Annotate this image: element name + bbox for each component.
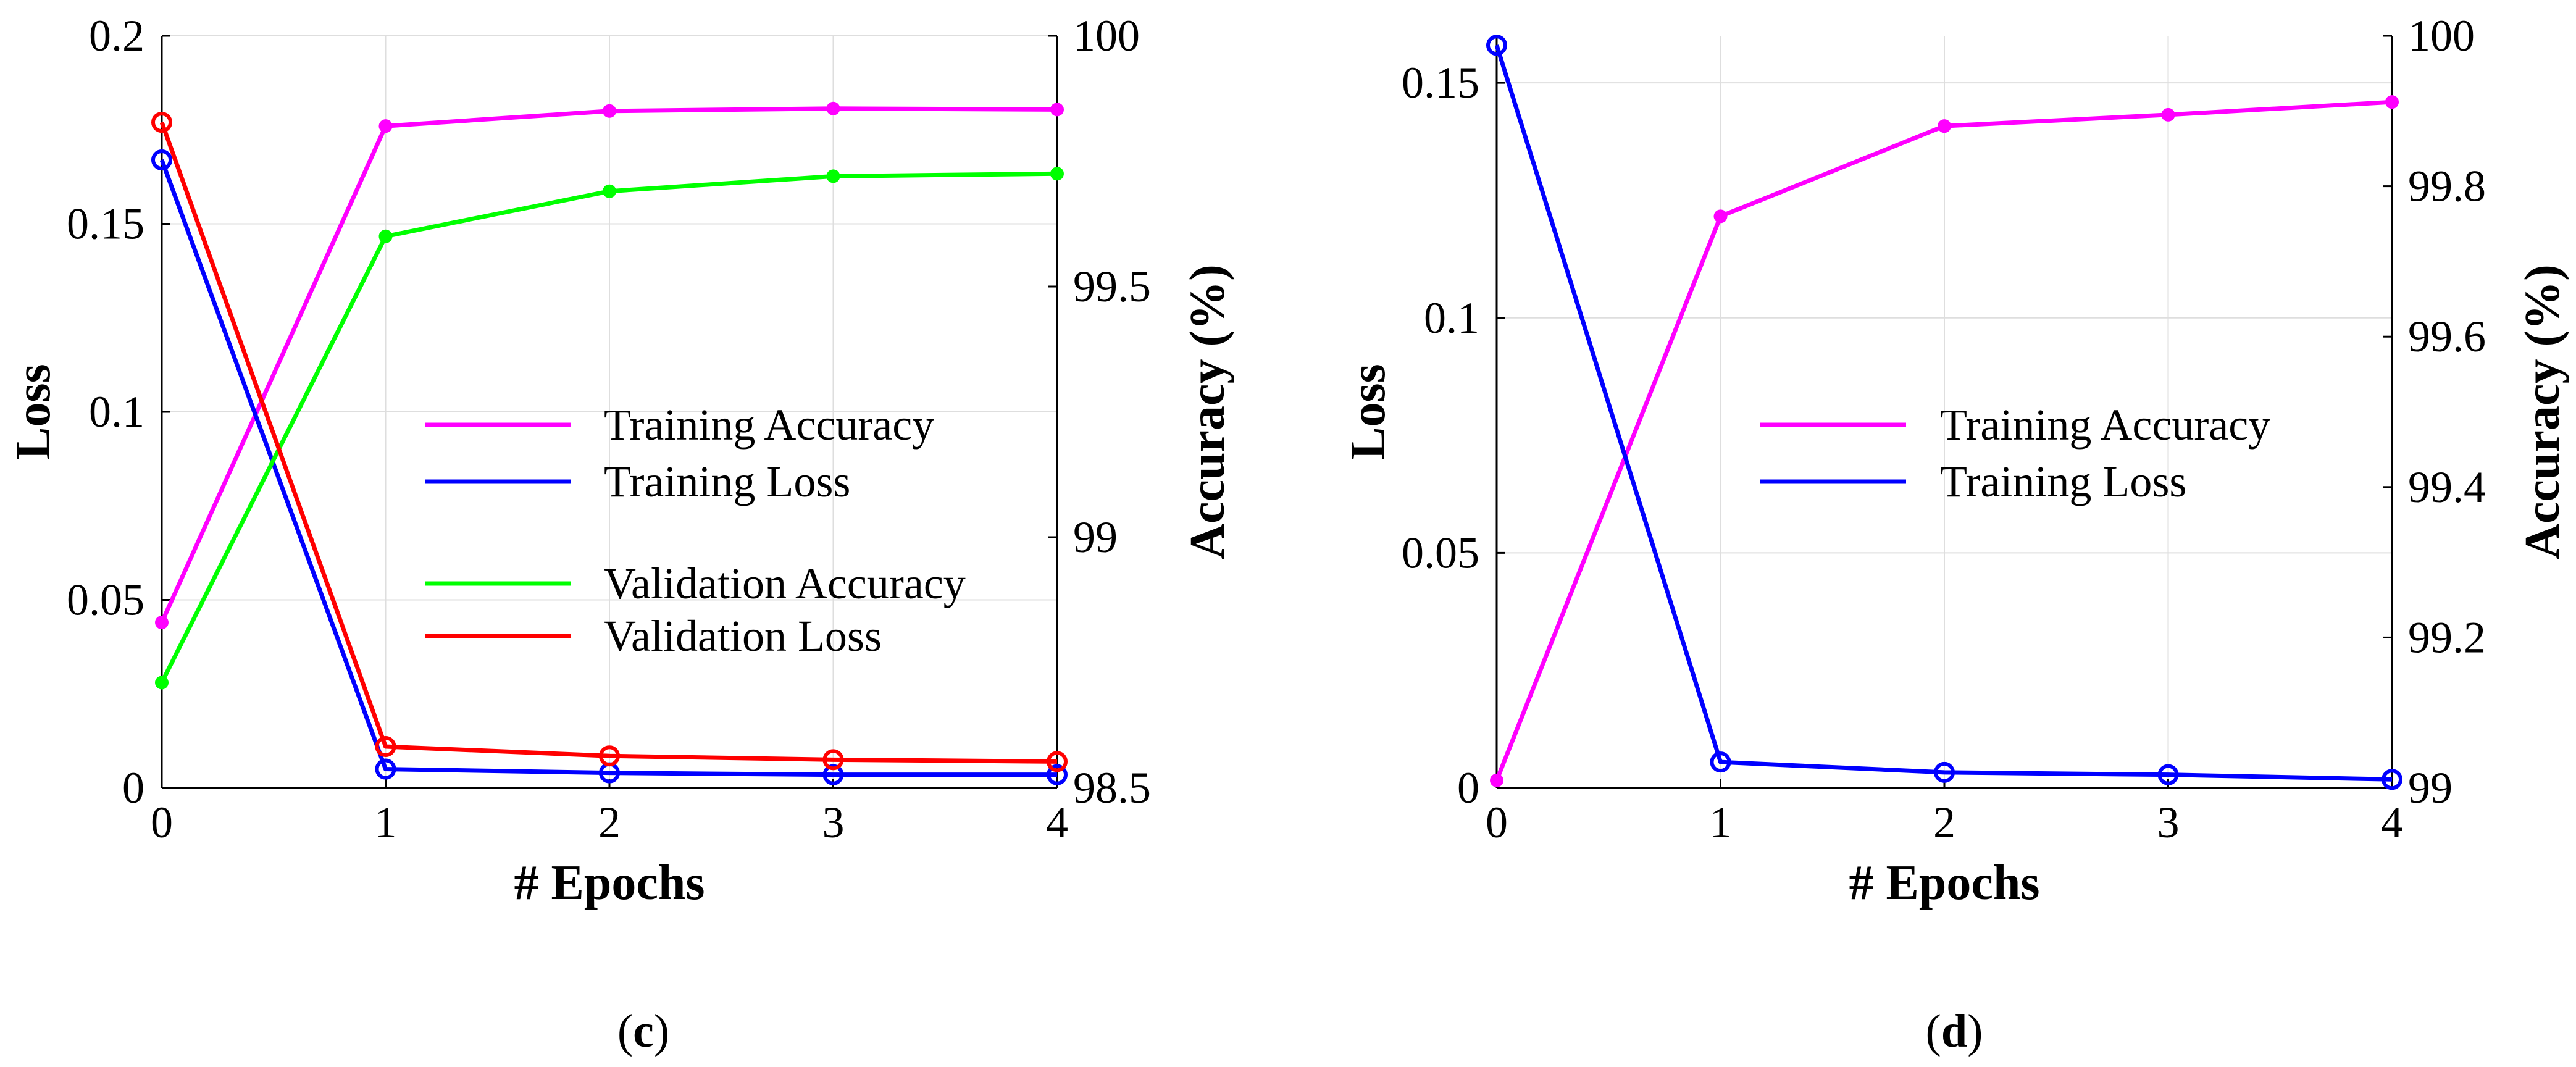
series-validation-accuracy: [155, 167, 1064, 690]
y-right-tick-label: 99.5: [1073, 262, 1151, 311]
y-axis-title-right: Accuracy (%): [2515, 264, 2570, 559]
y-right-tick-label: 99.4: [2408, 462, 2486, 512]
panel-label-letter: d: [1941, 1005, 1967, 1057]
series-line: [159, 121, 1058, 764]
x-tick-label: 0: [151, 798, 173, 847]
series-line: [159, 159, 1057, 777]
data-point: [1490, 773, 1503, 787]
x-tick-label: 1: [375, 798, 397, 847]
y-axis-title-left: Loss: [6, 364, 61, 460]
data-point: [1047, 751, 1068, 772]
y-left-tick-label: 0: [122, 763, 144, 813]
legend-label: Validation Loss: [604, 611, 882, 661]
y-left-tick-label: 0.05: [67, 575, 144, 625]
y-left-tick-label: 0.2: [89, 11, 144, 61]
panel-label-letter: c: [633, 1005, 654, 1057]
data-point: [378, 229, 393, 243]
x-tick-label: 2: [598, 798, 621, 847]
series-training-accuracy: [1490, 95, 2399, 787]
x-tick-label: 0: [1486, 798, 1508, 847]
y-axis-title-right: Accuracy (%): [1181, 264, 1235, 559]
y-right-tick-label: 98.5: [1073, 763, 1151, 813]
data-point: [1047, 764, 1068, 785]
data-point: [603, 104, 616, 118]
x-tick-label: 3: [2157, 798, 2180, 847]
chart-panel-d: 0 1 2 3 4 0 0.05 0.1 0.15 99 99.2 99.4 99.6 99.8 100 # …: [1341, 11, 2570, 1057]
panel-label-close: ): [1967, 1005, 1983, 1057]
y-right-tick-label: 99: [1073, 513, 1118, 562]
data-point: [155, 676, 169, 690]
legend-label: Training Loss: [1940, 457, 2186, 506]
data-point: [2382, 769, 2402, 790]
x-axis-title: # Epochs: [514, 856, 705, 910]
panel-label-open: (: [1926, 1005, 1941, 1057]
legend-label: Training Accuracy: [604, 400, 934, 450]
data-point: [826, 101, 840, 115]
series-line: [1494, 44, 2393, 782]
data-point: [2157, 764, 2179, 785]
y-right-tick-label: 100: [2408, 11, 2475, 61]
legend: Training Accuracy Training Loss Validation…: [425, 400, 966, 661]
data-point: [1710, 751, 1731, 773]
legend: Training Accuracy Training Loss: [1760, 400, 2270, 506]
y-right-tick-label: 100: [1073, 11, 1140, 61]
x-axis-title: # Epochs: [1849, 856, 2040, 910]
legend-label: Validation Accuracy: [604, 559, 966, 608]
legend-label: Training Accuracy: [1940, 400, 2270, 450]
series-training-accuracy: [155, 101, 1064, 630]
y-right-tick-label: 99.2: [2408, 613, 2486, 662]
series-training-loss: [1486, 35, 2402, 790]
data-point: [1934, 761, 1955, 783]
panel-label-open: (: [617, 1005, 633, 1057]
data-point: [2385, 95, 2399, 109]
y-right-tick-label: 99.8: [2408, 162, 2486, 211]
data-point: [155, 616, 169, 630]
data-point: [603, 184, 616, 198]
data-point: [1050, 103, 1064, 117]
x-tick-label: 4: [1046, 798, 1068, 847]
y-left-tick-label: 0.1: [1424, 293, 1479, 343]
y-axis-title-left: Loss: [1341, 364, 1395, 460]
y-left-tick-label: 0: [1457, 763, 1479, 813]
chart-panel-c: 0 1 2 3 4 0 0.05 0.1 0.15 0.2 98.5 99 99.5 100 # Epoch…: [6, 11, 1235, 1057]
data-point: [822, 749, 844, 771]
x-tick-label: 4: [2381, 798, 2403, 847]
legend-label: Training Loss: [604, 457, 850, 506]
y-left-tick-label: 0.1: [89, 387, 144, 437]
data-point: [378, 119, 393, 133]
data-point: [599, 745, 620, 767]
panel-label: (d): [1926, 1005, 1983, 1057]
panel-label-close: ): [654, 1005, 669, 1057]
y-left-tick-label: 0.15: [67, 199, 144, 249]
y-left-tick-label: 0.15: [1402, 58, 1479, 107]
data-point: [375, 758, 396, 780]
panel-label: (c): [617, 1005, 669, 1057]
x-tick-label: 3: [822, 798, 845, 847]
x-tick-label: 2: [1933, 798, 1955, 847]
data-point: [1938, 119, 1951, 133]
data-point: [1486, 35, 1507, 56]
data-point: [822, 764, 844, 785]
y-right-tick-label: 99: [2408, 763, 2453, 813]
data-point: [1050, 167, 1064, 181]
x-tick-label: 1: [1710, 798, 1732, 847]
data-point: [151, 149, 172, 170]
data-point: [375, 736, 396, 758]
data-point: [2161, 107, 2175, 122]
data-point: [826, 169, 840, 183]
y-right-tick-label: 99.6: [2408, 312, 2486, 361]
data-point: [1713, 209, 1728, 224]
series-validation-loss: [151, 112, 1068, 772]
data-point: [151, 112, 172, 133]
y-left-tick-label: 0.05: [1402, 528, 1479, 577]
